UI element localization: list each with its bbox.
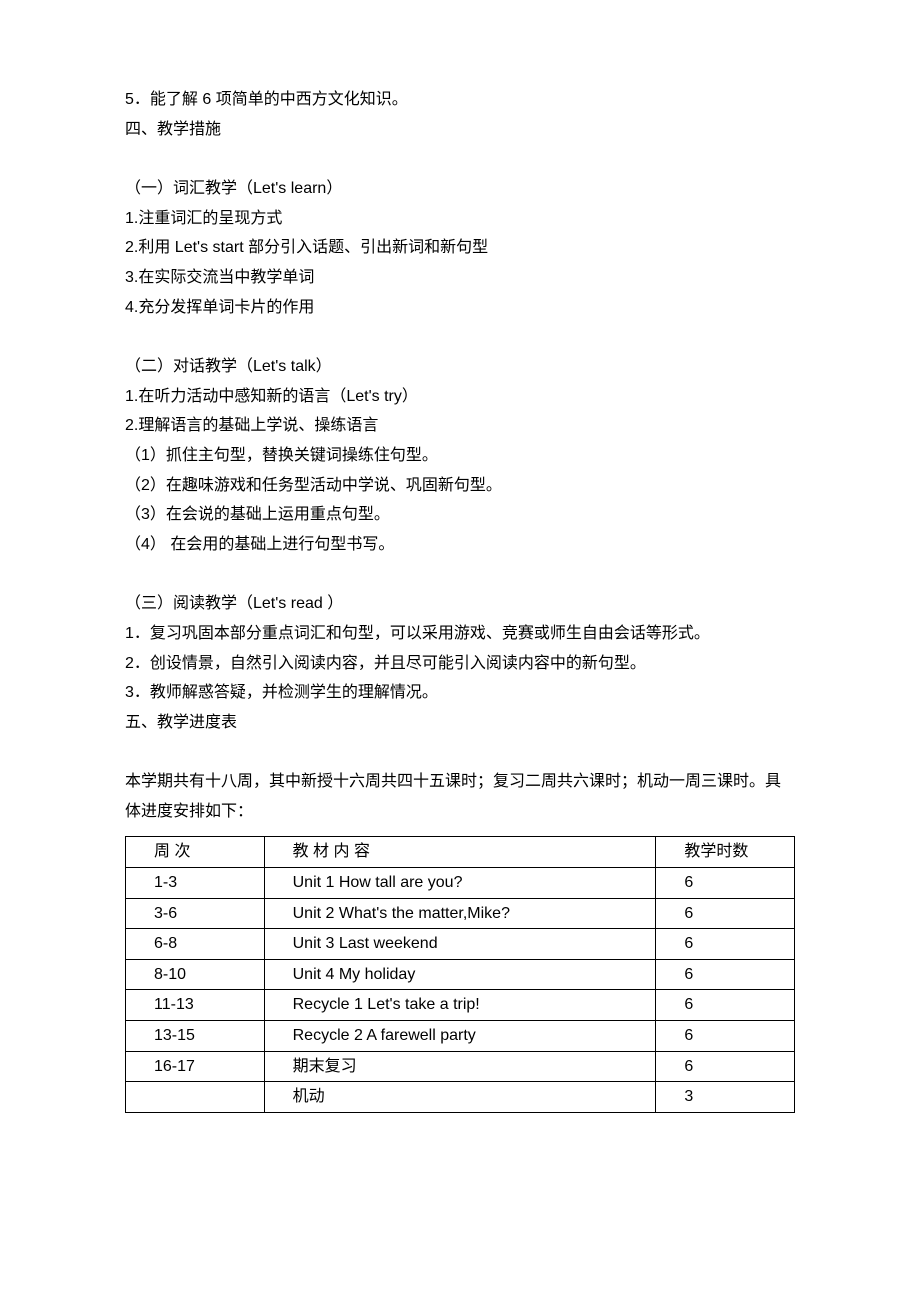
spacer (125, 144, 795, 174)
table-row: 1-3 Unit 1 How tall are you? 6 (126, 868, 795, 899)
cell-week: 13-15 (126, 1021, 265, 1052)
table-header-row: 周 次 教 材 内 容 教学时数 (126, 837, 795, 868)
table-row: 16-17 期末复习 6 (126, 1051, 795, 1082)
cell-content: 期末复习 (264, 1051, 656, 1082)
cell-hours: 6 (656, 959, 795, 990)
section-1-item-4: 4.充分发挥单词卡片的作用 (125, 293, 795, 323)
cell-week: 11-13 (126, 990, 265, 1021)
schedule-intro: 本学期共有十八周，其中新授十六周共四十五课时；复习二周共六课时；机动一周三课时。… (125, 767, 795, 826)
cell-week: 6-8 (126, 929, 265, 960)
cell-hours: 6 (656, 929, 795, 960)
cell-content: Unit 1 How tall are you? (264, 868, 656, 899)
cell-hours: 6 (656, 1051, 795, 1082)
cell-content: Unit 2 What's the matter,Mike? (264, 898, 656, 929)
cell-week: 1-3 (126, 868, 265, 899)
section-2-item-1: 1.在听力活动中感知新的语言（Let's try） (125, 382, 795, 412)
cell-week: 3-6 (126, 898, 265, 929)
header-week: 周 次 (126, 837, 265, 868)
table-row: 8-10 Unit 4 My holiday 6 (126, 959, 795, 990)
section-2-sub-1: （1）抓住主句型，替换关键词操练住句型。 (125, 441, 795, 471)
cell-content: Recycle 2 A farewell party (264, 1021, 656, 1052)
section-1-item-1: 1.注重词汇的呈现方式 (125, 204, 795, 234)
schedule-table: 周 次 教 材 内 容 教学时数 1-3 Unit 1 How tall are… (125, 836, 795, 1112)
section-3-item-2: 2．创设情景，自然引入阅读内容，并且尽可能引入阅读内容中的新句型。 (125, 649, 795, 679)
cell-content: Unit 3 Last weekend (264, 929, 656, 960)
table-row: 11-13 Recycle 1 Let's take a trip! 6 (126, 990, 795, 1021)
section-1-title: （一）词汇教学（Let's learn） (125, 174, 795, 204)
cell-content: 机动 (264, 1082, 656, 1113)
cell-week (126, 1082, 265, 1113)
cell-content: Recycle 1 Let's take a trip! (264, 990, 656, 1021)
heading-4: 四、教学措施 (125, 115, 795, 145)
cell-hours: 6 (656, 990, 795, 1021)
cell-hours: 6 (656, 1021, 795, 1052)
section-3-title: （三）阅读教学（Let's read ） (125, 589, 795, 619)
table-row: 6-8 Unit 3 Last weekend 6 (126, 929, 795, 960)
cell-hours: 3 (656, 1082, 795, 1113)
cell-week: 16-17 (126, 1051, 265, 1082)
spacer (125, 322, 795, 352)
intro-line-5: 5．能了解 6 项简单的中西方文化知识。 (125, 85, 795, 115)
cell-hours: 6 (656, 898, 795, 929)
section-2-title: （二）对话教学（Let's talk） (125, 352, 795, 382)
section-1-item-2: 2.利用 Let's start 部分引入话题、引出新词和新句型 (125, 233, 795, 263)
table-row: 13-15 Recycle 2 A farewell party 6 (126, 1021, 795, 1052)
table-row: 3-6 Unit 2 What's the matter,Mike? 6 (126, 898, 795, 929)
section-3-item-1: 1．复习巩固本部分重点词汇和句型，可以采用游戏、竞赛或师生自由会话等形式。 (125, 619, 795, 649)
section-2-item-2: 2.理解语言的基础上学说、操练语言 (125, 411, 795, 441)
heading-5: 五、教学进度表 (125, 708, 795, 738)
spacer (125, 559, 795, 589)
section-3-item-3: 3．教师解惑答疑，并检测学生的理解情况。 (125, 678, 795, 708)
section-2-sub-4: （4） 在会用的基础上进行句型书写。 (125, 530, 795, 560)
header-hours: 教学时数 (656, 837, 795, 868)
spacer (125, 737, 795, 767)
table-row: 机动 3 (126, 1082, 795, 1113)
cell-content: Unit 4 My holiday (264, 959, 656, 990)
section-1-item-3: 3.在实际交流当中教学单词 (125, 263, 795, 293)
section-2-sub-2: （2）在趣味游戏和任务型活动中学说、巩固新句型。 (125, 471, 795, 501)
cell-week: 8-10 (126, 959, 265, 990)
cell-hours: 6 (656, 868, 795, 899)
header-content: 教 材 内 容 (264, 837, 656, 868)
section-2-sub-3: （3）在会说的基础上运用重点句型。 (125, 500, 795, 530)
